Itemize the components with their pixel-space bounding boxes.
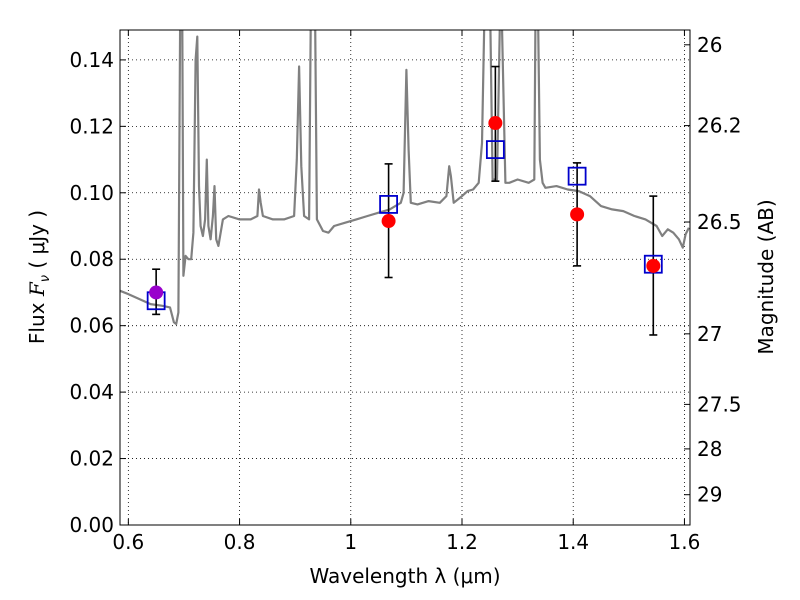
y2-tick-label: 26.2	[697, 114, 742, 138]
observed-photometry-markers	[149, 116, 661, 300]
y-tick-label: 0.04	[69, 380, 114, 404]
y-axis-label: Flux Fν ( μJy )	[25, 210, 53, 344]
plot-area	[120, 30, 690, 336]
y2-tick-label: 29	[697, 483, 722, 507]
observed-photometry-point	[381, 214, 396, 229]
observed-photometry-point	[488, 116, 503, 131]
plot-frame	[119, 29, 691, 526]
spectrum-line	[120, 30, 690, 326]
y-tick-label: 0.12	[69, 114, 114, 138]
y2-tick-label: 27	[697, 322, 722, 346]
y-tick-labels: 0.00 0.02 0.04 0.06 0.08 0.10 0.12 0.14	[69, 48, 114, 537]
y2-tick-label: 28	[697, 437, 722, 461]
x-axis-label: Wavelength λ (μm)	[309, 564, 500, 588]
x-tick-label: 1	[344, 530, 357, 554]
y-tick-label: 0.08	[69, 247, 114, 271]
x-tick-label: 1.2	[446, 530, 478, 554]
y-tick-label: 0.02	[69, 447, 114, 471]
y2-tick-label: 27.5	[697, 392, 742, 416]
x-tick-label: 0.6	[112, 530, 144, 554]
observed-photometry-point	[646, 258, 661, 273]
x-tick-labels: 0.6 0.8 1 1.2 1.4 1.6	[112, 530, 700, 554]
model-photometry-square	[379, 195, 398, 214]
y2-tick-label: 26.5	[697, 210, 742, 234]
y2-tick-labels: 26 26.2 26.5 27 27.5 28 29	[697, 33, 742, 507]
y-tick-label: 0.00	[69, 513, 114, 537]
model-photometry-square	[485, 140, 505, 159]
x-tick-label: 1.6	[669, 530, 701, 554]
x-tick-label: 1.4	[557, 530, 589, 554]
x-tick-label: 0.8	[224, 530, 256, 554]
y2-axis-label: Magnitude (AB)	[754, 199, 778, 354]
observed-photometry-point	[570, 207, 585, 222]
observed-photometry-point	[149, 285, 164, 300]
model-photometry-square	[567, 166, 587, 186]
y-tick-label: 0.06	[69, 314, 114, 338]
axis-ticks	[120, 30, 690, 526]
y-tick-label: 0.14	[69, 48, 114, 72]
y2-tick-label: 26	[697, 33, 722, 57]
y-tick-label: 0.10	[69, 181, 114, 205]
spectrum-layer	[120, 30, 690, 326]
